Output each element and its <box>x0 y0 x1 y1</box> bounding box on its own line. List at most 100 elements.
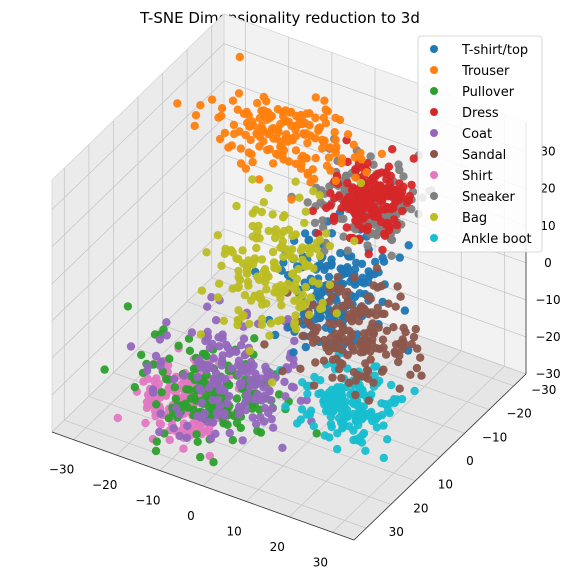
legend-entry: Sneaker <box>430 190 516 205</box>
data-point <box>292 121 301 130</box>
data-point <box>250 334 259 343</box>
data-point <box>335 287 344 296</box>
data-point <box>220 409 229 418</box>
data-point <box>232 201 241 211</box>
data-point <box>187 328 197 337</box>
data-point <box>211 369 221 378</box>
legend-entry: Ankle boot <box>430 232 532 247</box>
data-point <box>113 413 123 423</box>
data-point <box>268 247 278 257</box>
data-point <box>372 362 381 371</box>
data-point <box>354 220 363 229</box>
data-point <box>213 293 223 302</box>
data-point <box>373 303 382 312</box>
legend-entry: Dress <box>430 106 499 121</box>
data-point <box>326 333 335 343</box>
data-point <box>249 361 258 370</box>
data-point <box>290 318 299 327</box>
data-point <box>256 428 266 437</box>
data-point <box>215 134 225 144</box>
data-point <box>192 430 201 439</box>
legend-entry: Sandal <box>430 148 506 163</box>
legend-label: Coat <box>462 127 492 142</box>
data-point <box>245 383 255 392</box>
legend-marker <box>430 129 438 137</box>
data-point <box>389 204 398 213</box>
data-point <box>394 160 403 169</box>
data-point <box>336 264 345 273</box>
data-point <box>351 173 360 182</box>
data-point <box>313 323 322 332</box>
data-point <box>352 308 362 317</box>
data-point <box>311 93 320 102</box>
data-point <box>377 399 386 408</box>
data-point <box>387 235 397 245</box>
data-point <box>279 287 288 296</box>
data-point <box>401 328 410 337</box>
data-point <box>377 410 387 420</box>
data-point <box>383 435 392 444</box>
data-point <box>325 241 335 251</box>
data-point <box>328 373 337 382</box>
data-point <box>196 386 206 395</box>
data-point <box>395 253 404 262</box>
data-point <box>305 310 314 319</box>
data-point <box>361 446 370 455</box>
data-point <box>248 175 257 184</box>
legend-entry: T-shirt/top <box>430 43 528 58</box>
data-point <box>361 409 371 419</box>
y-tick-label: 10 <box>438 478 453 492</box>
data-point <box>382 202 391 212</box>
data-point <box>290 296 299 305</box>
data-point <box>239 311 248 320</box>
data-point <box>313 291 322 301</box>
data-point <box>277 141 286 150</box>
data-point <box>352 208 361 217</box>
data-point <box>234 402 244 411</box>
data-point <box>139 377 148 386</box>
data-point <box>383 190 392 200</box>
data-point <box>219 316 229 325</box>
legend-label: Shirt <box>462 169 493 184</box>
scatter-points <box>100 52 436 467</box>
data-point <box>156 409 165 418</box>
data-point <box>206 434 216 443</box>
data-point <box>321 119 331 128</box>
data-point <box>281 402 290 411</box>
legend-label: Dress <box>462 106 499 121</box>
data-point <box>205 383 214 392</box>
data-point <box>339 232 348 241</box>
data-point <box>331 113 340 123</box>
data-point <box>234 410 244 419</box>
data-point <box>377 149 387 159</box>
data-point <box>196 452 205 462</box>
data-point <box>349 346 358 355</box>
data-point <box>381 350 391 359</box>
data-point <box>248 232 257 241</box>
data-point <box>338 301 347 310</box>
data-point <box>363 241 372 250</box>
data-point <box>302 129 311 138</box>
data-point <box>283 137 292 146</box>
data-point <box>165 435 174 445</box>
data-point <box>391 185 400 194</box>
data-point <box>301 342 310 352</box>
data-point <box>345 203 354 213</box>
data-point <box>309 422 318 431</box>
data-point <box>271 149 281 159</box>
data-point <box>265 331 274 340</box>
data-point <box>298 378 307 387</box>
data-point <box>240 291 250 300</box>
data-point <box>305 109 314 118</box>
x-tick-label: −10 <box>135 494 160 508</box>
data-point <box>356 148 365 158</box>
data-point <box>311 358 320 367</box>
data-point <box>175 410 184 419</box>
data-point <box>196 362 205 372</box>
data-point <box>384 299 393 308</box>
data-point <box>267 378 277 387</box>
y-axis-line <box>353 373 527 541</box>
data-point <box>276 293 285 303</box>
data-point <box>312 429 321 438</box>
data-point <box>290 336 299 346</box>
